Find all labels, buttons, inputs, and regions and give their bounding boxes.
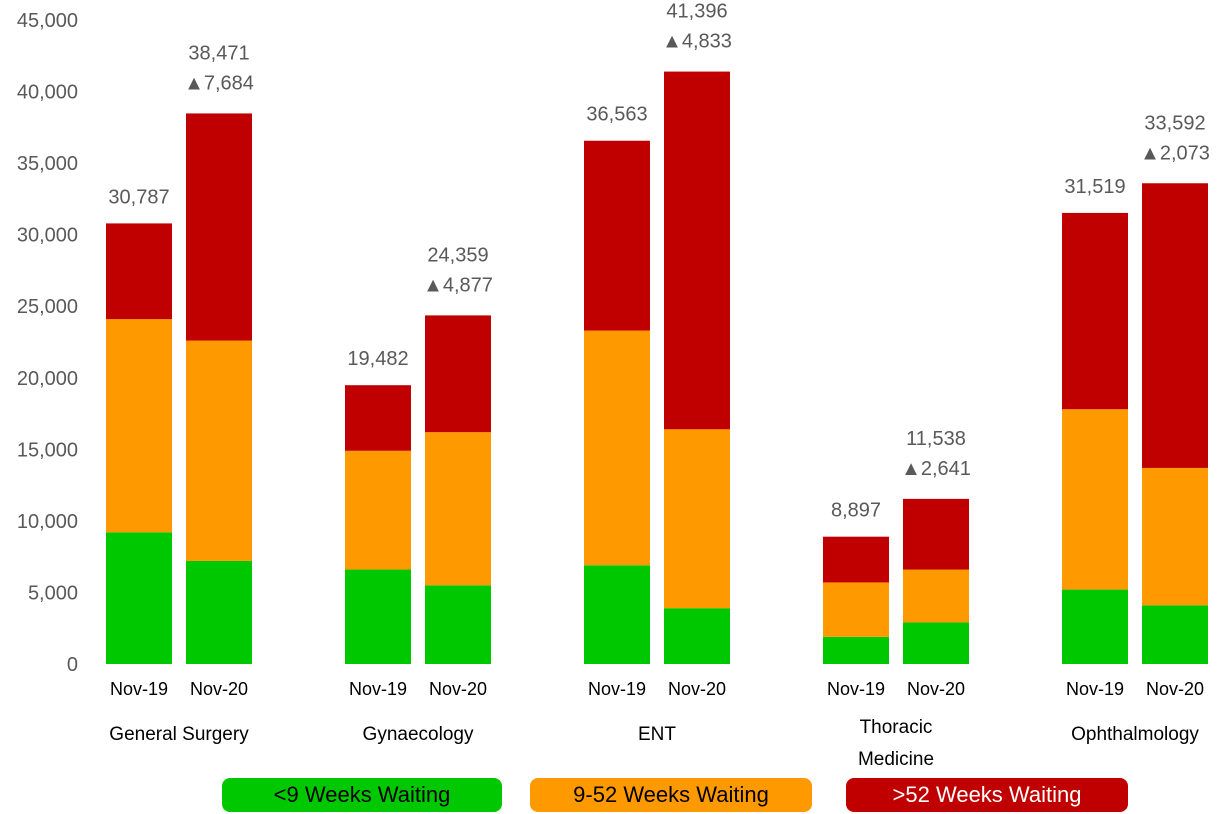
y-tick-label: 10,000	[17, 511, 78, 533]
bar-total-label: 24,359	[427, 244, 488, 266]
bar-total-label: 41,396	[666, 1, 727, 23]
bar-segment-under-9-weeks	[664, 608, 730, 664]
bar-total-label: 19,482	[347, 348, 408, 370]
bar-total-label: 33,592	[1144, 112, 1205, 134]
bar-segment-under-9-weeks	[903, 622, 969, 664]
bar-total-label: 31,519	[1064, 176, 1125, 198]
bar-segment-under-9-weeks	[1142, 605, 1208, 664]
bar-segment-over-52-weeks	[664, 71, 730, 430]
bar-segment-9-52-weeks	[106, 319, 172, 533]
y-tick-label: 5,000	[28, 582, 78, 604]
bar-change-label: ▲2,641	[901, 458, 971, 480]
bar-segment-9-52-weeks	[1062, 409, 1128, 590]
category-label: ENT	[638, 724, 676, 745]
bar-segment-over-52-weeks	[425, 315, 491, 433]
legend-item-under-9-weeks: <9 Weeks Waiting	[222, 778, 502, 812]
x-tick-label: Nov-19	[827, 679, 885, 699]
x-tick-label: Nov-20	[668, 679, 726, 699]
bar-segment-9-52-weeks	[186, 340, 252, 561]
bar-total-label: 8,897	[831, 500, 881, 522]
bar-segment-under-9-weeks	[345, 569, 411, 664]
bar-segment-over-52-weeks	[823, 536, 889, 583]
x-tick-label: Nov-20	[429, 679, 487, 699]
x-tick-label: Nov-20	[907, 679, 965, 699]
bar-segment-over-52-weeks	[584, 140, 650, 331]
bar-total-label: 36,563	[586, 104, 647, 126]
bar-change-label: ▲4,833	[662, 31, 732, 53]
y-tick-label: 20,000	[17, 368, 78, 390]
x-tick-label: Nov-19	[110, 679, 168, 699]
bars-area: 30,787 38,471 ▲7,684 19,482 24,359 ▲4,877 36,5…	[106, 1, 1210, 664]
legend: <9 Weeks Waiting 9-52 Weeks Waiting >52 …	[0, 778, 1225, 814]
x-tick-label: Nov-20	[190, 679, 248, 699]
stacked-bar-chart: 45,000 40,000 35,000 30,000 25,000 20,000 15,0…	[17, 1, 1210, 770]
bar-change-label: ▲7,684	[184, 72, 254, 94]
x-tick-label: Nov-19	[588, 679, 646, 699]
bar-segment-9-52-weeks	[425, 432, 491, 586]
legend-label-9-52-weeks: 9-52 Weeks Waiting	[573, 782, 769, 807]
bar-segment-9-52-weeks	[823, 582, 889, 637]
legend-label-under-9-weeks: <9 Weeks Waiting	[273, 782, 451, 807]
x-axis-labels: Nov-19 Nov-20 General Surgery Nov-19 Nov-20 G…	[109, 679, 1204, 770]
bar-total-label: 30,787	[108, 186, 169, 208]
bar-segment-over-52-weeks	[106, 223, 172, 320]
bar-segment-under-9-weeks	[823, 636, 889, 664]
bar-segment-over-52-weeks	[186, 113, 252, 341]
legend-item-9-52-weeks: 9-52 Weeks Waiting	[530, 778, 812, 812]
y-tick-label: 25,000	[17, 296, 78, 318]
bar-segment-under-9-weeks	[186, 560, 252, 664]
bar-segment-under-9-weeks	[106, 532, 172, 664]
y-tick-label: 15,000	[17, 439, 78, 461]
x-tick-label: Nov-19	[1066, 679, 1124, 699]
bar-change-label: ▲2,073	[1140, 142, 1210, 164]
bar-total-label: 11,538	[906, 428, 966, 450]
bar-segment-9-52-weeks	[345, 450, 411, 570]
category-label: Gynaecology	[363, 724, 474, 745]
category-label: General Surgery	[109, 724, 249, 745]
bar-segment-9-52-weeks	[1142, 467, 1208, 606]
bar-segment-over-52-weeks	[903, 498, 969, 570]
bar-segment-under-9-weeks	[425, 585, 491, 664]
y-tick-label: 45,000	[17, 10, 78, 32]
legend-item-over-52-weeks: >52 Weeks Waiting	[846, 778, 1128, 812]
x-tick-label: Nov-20	[1146, 679, 1204, 699]
bar-segment-under-9-weeks	[1062, 589, 1128, 664]
category-label-line2: Medicine	[858, 749, 934, 770]
bar-segment-under-9-weeks	[584, 565, 650, 664]
x-tick-label: Nov-19	[349, 679, 407, 699]
y-axis: 45,000 40,000 35,000 30,000 25,000 20,000 15,0…	[17, 10, 78, 676]
y-tick-label: 35,000	[17, 153, 78, 175]
y-tick-label: 0	[67, 654, 78, 676]
category-label: Thoracic	[860, 717, 933, 738]
bar-total-label: 38,471	[188, 42, 249, 64]
y-tick-label: 40,000	[17, 82, 78, 104]
y-tick-label: 30,000	[17, 225, 78, 247]
bar-segment-over-52-weeks	[1062, 212, 1128, 410]
bar-segment-9-52-weeks	[664, 429, 730, 609]
bar-segment-9-52-weeks	[584, 330, 650, 566]
bar-segment-over-52-weeks	[345, 385, 411, 451]
bar-segment-9-52-weeks	[903, 569, 969, 623]
bar-change-label: ▲4,877	[423, 274, 493, 296]
category-label: Ophthalmology	[1071, 724, 1199, 745]
bar-segment-over-52-weeks	[1142, 183, 1208, 468]
legend-label-over-52-weeks: >52 Weeks Waiting	[892, 782, 1082, 807]
